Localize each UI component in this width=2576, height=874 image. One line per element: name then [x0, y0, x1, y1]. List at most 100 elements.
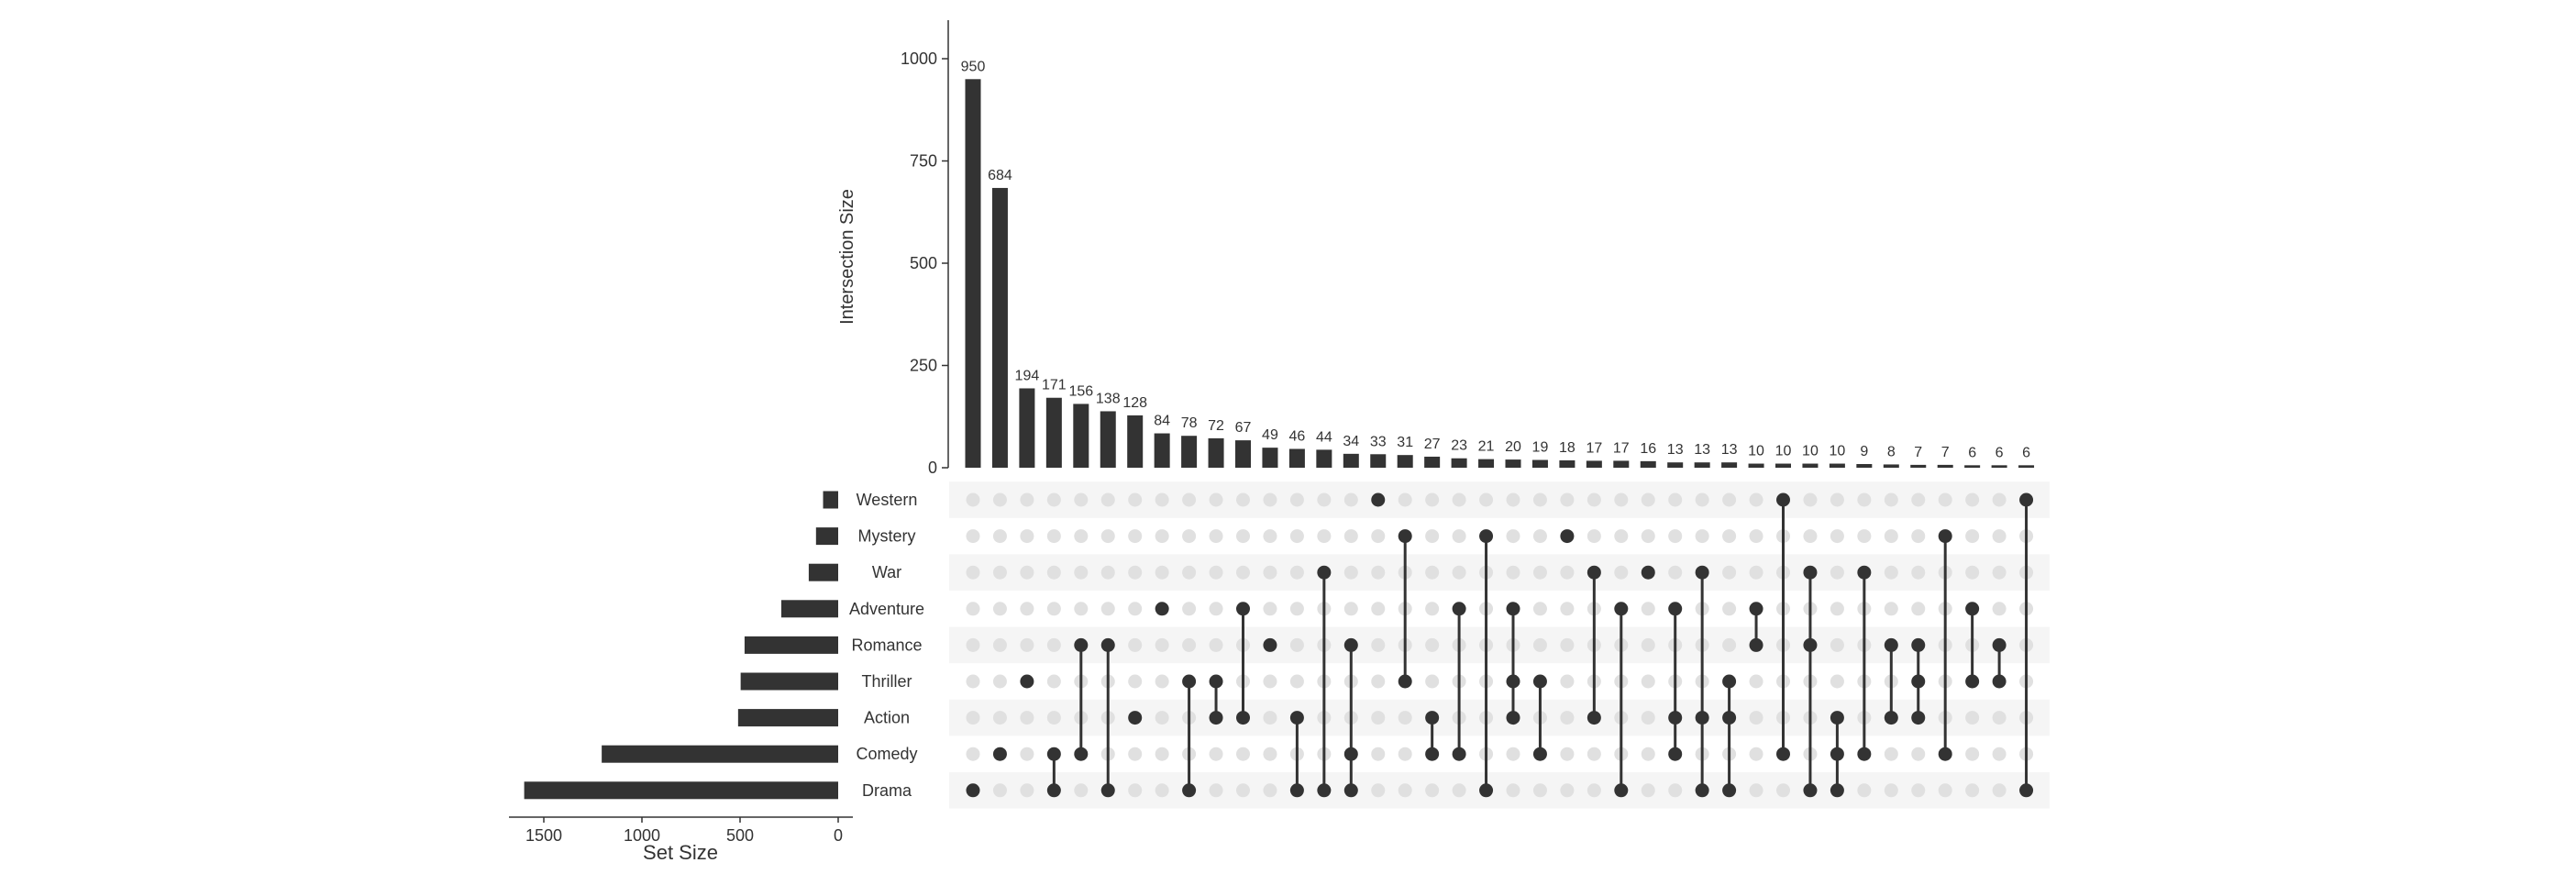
matrix-dot-inactive	[1074, 529, 1089, 544]
matrix-dot-inactive	[1371, 602, 1386, 616]
matrix-dot-inactive	[1532, 783, 1547, 798]
matrix-dot-inactive	[1046, 637, 1061, 652]
bar-value-label: 156	[1068, 383, 1093, 399]
bar-value-label: 8	[1887, 444, 1896, 459]
matrix-dot-inactive	[1992, 529, 2007, 544]
matrix-dot-inactive	[1722, 637, 1737, 652]
matrix-dot-inactive	[1668, 529, 1683, 544]
matrix-dot-active	[1046, 747, 1061, 761]
matrix-dot-active	[1155, 602, 1169, 616]
matrix-dot-inactive	[1155, 637, 1169, 652]
matrix-dot-inactive	[1371, 783, 1386, 798]
matrix-dot-active	[1398, 674, 1412, 689]
matrix-dot-active	[1857, 565, 1872, 580]
matrix-dot-active	[1236, 711, 1250, 725]
bar-value-label: 138	[1096, 391, 1121, 406]
matrix-dot-inactive	[1506, 529, 1520, 544]
matrix-dot-inactive	[1425, 783, 1440, 798]
matrix-dot-active	[1343, 637, 1358, 652]
matrix-dot-active	[1884, 637, 1898, 652]
intersection-bar	[1343, 453, 1359, 468]
matrix-dot-inactive	[1614, 565, 1629, 580]
matrix-dot-inactive	[1209, 529, 1223, 544]
matrix-dot-active	[1506, 711, 1520, 725]
intersection-bar	[1424, 456, 1441, 468]
intersection-bar	[1640, 460, 1656, 468]
bar-value-label: 44	[1316, 429, 1332, 445]
matrix-dot-inactive	[1830, 637, 1844, 652]
matrix-dot-inactive	[1371, 529, 1386, 544]
matrix-dot-inactive	[1532, 492, 1547, 507]
matrix-dot-inactive	[1641, 492, 1655, 507]
matrix-dot-active	[1020, 674, 1034, 689]
matrix-dot-inactive	[1155, 565, 1169, 580]
bar-value-label: 128	[1122, 395, 1147, 411]
intersection-bar	[1829, 463, 1845, 468]
matrix-dot-inactive	[1911, 565, 1926, 580]
matrix-dot-inactive	[1289, 529, 1304, 544]
x-tick-label: 1000	[624, 826, 660, 845]
bar-value-label: 49	[1262, 427, 1278, 443]
matrix-dot-inactive	[1425, 674, 1440, 689]
matrix-dot-inactive	[1560, 637, 1575, 652]
matrix-dot-inactive	[1236, 492, 1250, 507]
intersection-bar	[1802, 463, 1819, 468]
matrix-dot-inactive	[1965, 747, 1980, 761]
matrix-dot-active	[1182, 783, 1197, 798]
x-tick-label: 1500	[525, 826, 562, 845]
matrix-dot-inactive	[966, 565, 980, 580]
matrix-dot-inactive	[1289, 602, 1304, 616]
matrix-dot-inactive	[992, 711, 1007, 725]
set-size-axis: 1500 1000 500 0	[509, 816, 853, 845]
matrix-dot-inactive	[1641, 602, 1655, 616]
matrix-dot-inactive	[1857, 529, 1872, 544]
matrix-dot-inactive	[1506, 565, 1520, 580]
bar-value-label: 10	[1802, 444, 1819, 459]
matrix-dot-inactive	[1911, 492, 1926, 507]
matrix-dot-inactive	[1263, 602, 1277, 616]
matrix-dot-inactive	[966, 529, 980, 544]
set-size-bar	[780, 600, 838, 618]
matrix-dot-active	[1371, 492, 1386, 507]
intersection-bar	[965, 79, 981, 469]
intersection-bar	[1937, 464, 1953, 468]
intersection-bar	[1045, 397, 1062, 468]
matrix-dot-inactive	[1803, 529, 1818, 544]
matrix-dot-active	[1317, 565, 1332, 580]
y-tick-label: 750	[910, 152, 937, 171]
matrix-dot-inactive	[1641, 674, 1655, 689]
matrix-dot-inactive	[992, 602, 1007, 616]
matrix-dot-inactive	[1371, 747, 1386, 761]
matrix-dot-inactive	[1020, 637, 1034, 652]
matrix-dot-inactive	[1992, 711, 2007, 725]
matrix-dot-inactive	[1587, 529, 1601, 544]
matrix-dot-inactive	[1965, 492, 1980, 507]
matrix-dot-inactive	[1128, 565, 1143, 580]
matrix-dot-inactive	[1587, 783, 1601, 798]
set-axis-label: Set Size	[643, 841, 718, 864]
matrix-dot-inactive	[1992, 747, 2007, 761]
matrix-dot-active	[1209, 711, 1223, 725]
matrix-dot-inactive	[1155, 674, 1169, 689]
intersection-bar	[1667, 462, 1684, 468]
matrix-dot-inactive	[1911, 602, 1926, 616]
matrix-dot-inactive	[1830, 492, 1844, 507]
matrix-dot-inactive	[1911, 747, 1926, 761]
matrix-dot-inactive	[1830, 529, 1844, 544]
intersection-bar	[1019, 388, 1035, 468]
matrix-dot-inactive	[1371, 637, 1386, 652]
matrix-dot-inactive	[1560, 492, 1575, 507]
matrix-dot-inactive	[1343, 529, 1358, 544]
matrix-dot-inactive	[1209, 602, 1223, 616]
matrix-dot-inactive	[966, 674, 980, 689]
matrix-dot-active	[1938, 529, 1952, 544]
matrix-dot-inactive	[1452, 529, 1466, 544]
matrix-dot-inactive	[1263, 529, 1277, 544]
matrix-dot-active	[1938, 747, 1952, 761]
matrix-dot-inactive	[1155, 529, 1169, 544]
matrix-dot-inactive	[1425, 637, 1440, 652]
matrix-dot-active	[1209, 674, 1223, 689]
matrix-dot-inactive	[1722, 565, 1737, 580]
intersection-bar	[1451, 458, 1467, 468]
